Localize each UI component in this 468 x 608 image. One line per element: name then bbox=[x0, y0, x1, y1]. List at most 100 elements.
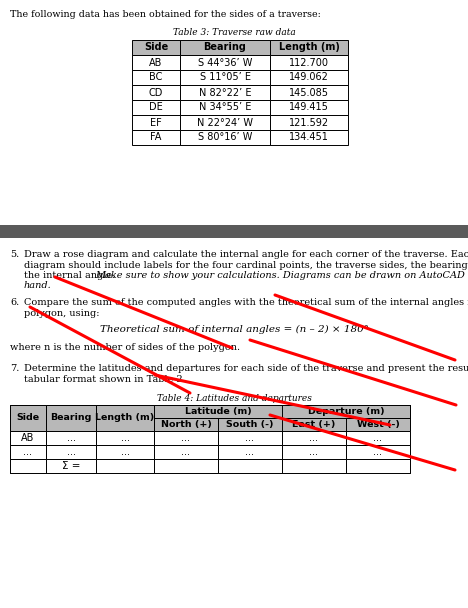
Text: 5.: 5. bbox=[10, 250, 19, 259]
Bar bbox=[10, 405, 46, 431]
Text: ...: ... bbox=[373, 447, 382, 457]
Bar bbox=[46, 431, 96, 445]
Bar bbox=[282, 431, 346, 445]
Text: Compare the sum of the computed angles with the theoretical sum of the internal : Compare the sum of the computed angles w… bbox=[24, 298, 468, 307]
Text: 6.: 6. bbox=[10, 298, 19, 307]
Text: ...: ... bbox=[182, 433, 190, 443]
Bar bbox=[10, 459, 46, 473]
Text: ...: ... bbox=[66, 447, 75, 457]
Bar bbox=[270, 115, 348, 130]
Bar bbox=[270, 100, 348, 115]
Text: AB: AB bbox=[22, 433, 35, 443]
Bar bbox=[282, 445, 346, 459]
Text: Length (m): Length (m) bbox=[278, 43, 339, 52]
Text: 145.085: 145.085 bbox=[289, 88, 329, 97]
Text: S 80°16’ W: S 80°16’ W bbox=[198, 133, 252, 142]
Bar bbox=[346, 445, 410, 459]
Text: the internal angle.: the internal angle. bbox=[24, 271, 118, 280]
Text: CD: CD bbox=[149, 88, 163, 97]
Text: N 82°22’ E: N 82°22’ E bbox=[199, 88, 251, 97]
Text: Theoretical sum of internal angles = (n – 2) × 180°: Theoretical sum of internal angles = (n … bbox=[100, 325, 368, 334]
Bar bbox=[180, 85, 270, 100]
Bar bbox=[218, 459, 282, 473]
Text: diagram should include labels for the four cardinal points, the traverse sides, : diagram should include labels for the fo… bbox=[24, 260, 468, 269]
Bar bbox=[46, 405, 96, 431]
Text: 134.451: 134.451 bbox=[289, 133, 329, 142]
Text: Length (m): Length (m) bbox=[95, 413, 154, 423]
Text: where n is the number of sides of the polygon.: where n is the number of sides of the po… bbox=[10, 344, 240, 353]
Bar bbox=[180, 130, 270, 145]
Bar bbox=[96, 431, 154, 445]
Text: S 11°05’ E: S 11°05’ E bbox=[199, 72, 250, 83]
Text: South (-): South (-) bbox=[226, 420, 274, 429]
Text: North (+): North (+) bbox=[161, 420, 212, 429]
Text: 149.415: 149.415 bbox=[289, 103, 329, 112]
Bar bbox=[10, 418, 410, 431]
Bar bbox=[132, 70, 180, 85]
Text: 112.700: 112.700 bbox=[289, 58, 329, 67]
Text: Side: Side bbox=[144, 43, 168, 52]
Text: S 44°36’ W: S 44°36’ W bbox=[198, 58, 252, 67]
Text: ...: ... bbox=[309, 447, 319, 457]
Bar bbox=[96, 445, 154, 459]
Text: N 34°55’ E: N 34°55’ E bbox=[199, 103, 251, 112]
Text: Latitude (m): Latitude (m) bbox=[184, 407, 251, 416]
Text: 149.062: 149.062 bbox=[289, 72, 329, 83]
Text: Table 4: Latitudes and departures: Table 4: Latitudes and departures bbox=[157, 394, 311, 403]
Text: Draw a rose diagram and calculate the internal angle for each corner of the trav: Draw a rose diagram and calculate the in… bbox=[24, 250, 468, 259]
Text: East (+): East (+) bbox=[292, 420, 336, 429]
Text: Bearing: Bearing bbox=[51, 413, 92, 423]
Bar bbox=[154, 445, 218, 459]
Bar bbox=[270, 55, 348, 70]
Text: FA: FA bbox=[150, 133, 161, 142]
Bar bbox=[132, 55, 180, 70]
Bar bbox=[96, 405, 154, 431]
Bar bbox=[132, 115, 180, 130]
Bar bbox=[270, 85, 348, 100]
Bar bbox=[0, 225, 468, 238]
Text: ...: ... bbox=[23, 447, 32, 457]
Text: 121.592: 121.592 bbox=[289, 117, 329, 128]
Bar bbox=[96, 459, 154, 473]
Bar bbox=[218, 431, 282, 445]
Text: DE: DE bbox=[149, 103, 163, 112]
Bar bbox=[132, 100, 180, 115]
Bar bbox=[46, 445, 96, 459]
Bar bbox=[132, 130, 180, 145]
Text: N 22°24’ W: N 22°24’ W bbox=[197, 117, 253, 128]
Text: West (-): West (-) bbox=[357, 420, 399, 429]
Text: ...: ... bbox=[246, 447, 255, 457]
Text: EF: EF bbox=[150, 117, 162, 128]
Text: Table 3: Traverse raw data: Table 3: Traverse raw data bbox=[173, 28, 295, 37]
Bar bbox=[132, 85, 180, 100]
Bar bbox=[180, 40, 270, 55]
Bar bbox=[10, 431, 46, 445]
Text: ...: ... bbox=[120, 433, 130, 443]
Bar bbox=[270, 70, 348, 85]
Bar bbox=[180, 115, 270, 130]
Text: The following data has been obtained for the sides of a traverse:: The following data has been obtained for… bbox=[10, 10, 321, 19]
Bar bbox=[270, 40, 348, 55]
Bar bbox=[346, 459, 410, 473]
Bar bbox=[10, 445, 46, 459]
Bar bbox=[180, 100, 270, 115]
Text: ...: ... bbox=[309, 433, 319, 443]
Text: ...: ... bbox=[373, 433, 382, 443]
Bar bbox=[154, 431, 218, 445]
Bar bbox=[154, 459, 218, 473]
Text: ...: ... bbox=[66, 433, 75, 443]
Text: tabular format shown in Table 2.: tabular format shown in Table 2. bbox=[24, 375, 186, 384]
Text: ...: ... bbox=[182, 447, 190, 457]
Text: Departure (m): Departure (m) bbox=[307, 407, 384, 416]
Bar bbox=[180, 70, 270, 85]
Text: ...: ... bbox=[246, 433, 255, 443]
Text: Σ =: Σ = bbox=[62, 461, 80, 471]
Bar bbox=[180, 55, 270, 70]
Bar bbox=[132, 40, 180, 55]
Bar bbox=[10, 405, 410, 418]
Text: polygon, using:: polygon, using: bbox=[24, 308, 100, 317]
Text: Determine the latitudes and departures for each side of the traverse and present: Determine the latitudes and departures f… bbox=[24, 364, 468, 373]
Text: Bearing: Bearing bbox=[204, 43, 247, 52]
Bar bbox=[46, 459, 96, 473]
Bar bbox=[10, 405, 410, 473]
